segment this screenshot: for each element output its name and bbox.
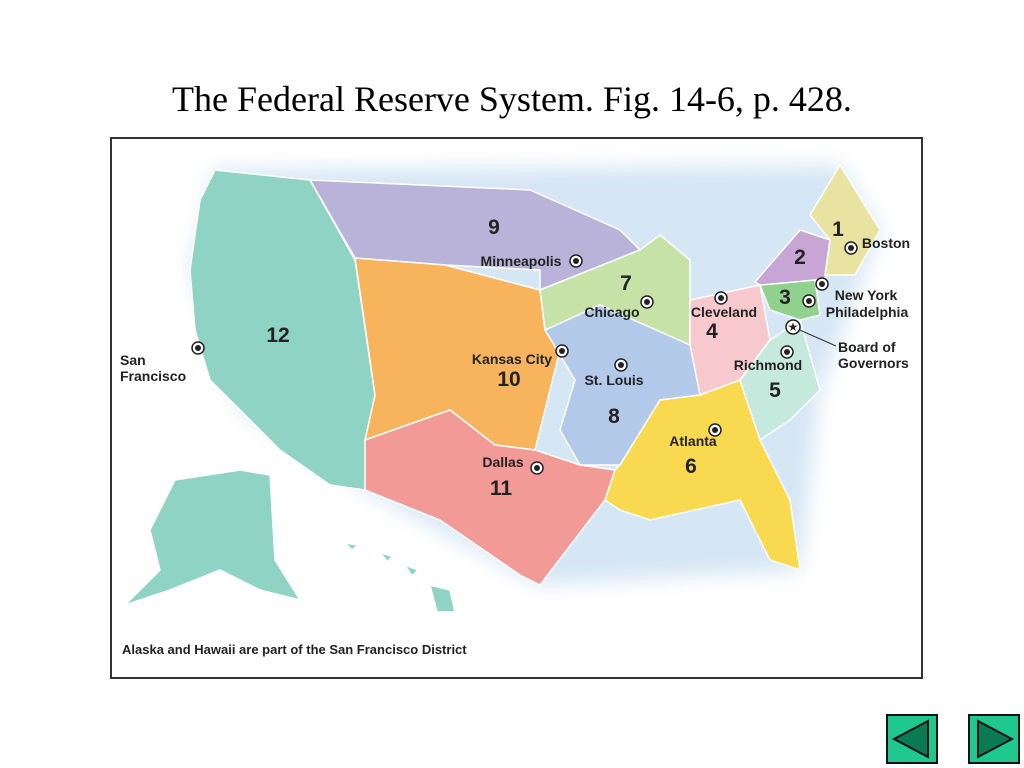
city-marker-center: [718, 295, 724, 301]
hawaii: [342, 541, 456, 613]
city-marker-center: [819, 281, 825, 287]
district-number: 9: [488, 216, 500, 239]
city-label: San Francisco: [120, 352, 187, 384]
district-number: 11: [489, 477, 513, 500]
district-number: 1: [832, 218, 844, 241]
prev-icon: [891, 719, 929, 759]
city-label: Dallas: [482, 454, 524, 470]
city-marker-center: [534, 465, 540, 471]
prev-button[interactable]: [886, 714, 938, 764]
city-label: Cleveland: [690, 304, 758, 320]
district-number: 4: [706, 320, 718, 343]
district-number: 7: [620, 272, 632, 295]
city-marker-center: [806, 298, 812, 304]
city-markers: [191, 241, 858, 475]
district-number: 5: [769, 379, 781, 402]
city-marker-center: [195, 345, 201, 351]
district-number: 8: [608, 405, 620, 428]
city-label: Chicago: [584, 304, 640, 320]
city-label: Boston: [861, 235, 911, 251]
city-marker-center: [644, 299, 650, 305]
districts: [124, 163, 881, 613]
city-marker-center: [784, 349, 790, 355]
district-number: 2: [794, 246, 806, 269]
city-label: Kansas City: [471, 351, 553, 367]
district-number: 6: [685, 455, 697, 478]
map-note: Alaska and Hawaii are part of the San Fr…: [122, 642, 467, 657]
city-marker-center: [712, 427, 718, 433]
slide-title: The Federal Reserve System. Fig. 14-6, p…: [172, 79, 852, 119]
district-number: 12: [266, 324, 290, 347]
board-pointer: [792, 326, 837, 347]
district-number: 3: [779, 286, 791, 309]
alaska: [124, 469, 302, 606]
district-number: 10: [497, 368, 521, 391]
city-label: Atlanta: [669, 433, 717, 449]
city-marker-center: [848, 245, 854, 251]
city-label: Minneapolis: [480, 253, 562, 269]
city-marker-center: [559, 348, 565, 354]
district-1: [809, 163, 881, 276]
board-marker: [785, 319, 801, 335]
next-icon: [977, 719, 1015, 759]
next-button[interactable]: [968, 714, 1020, 764]
city-marker-center: [573, 258, 579, 264]
city-label: Philadelphia: [825, 304, 909, 320]
city-label: Richmond: [733, 357, 803, 373]
city-label: St. Louis: [584, 372, 644, 388]
district-5: [739, 318, 821, 442]
board-star: ★: [788, 320, 799, 334]
city-marker-center: [618, 362, 624, 368]
city-label: New York: [834, 287, 898, 303]
board-label: Board of Governors: [838, 339, 909, 371]
